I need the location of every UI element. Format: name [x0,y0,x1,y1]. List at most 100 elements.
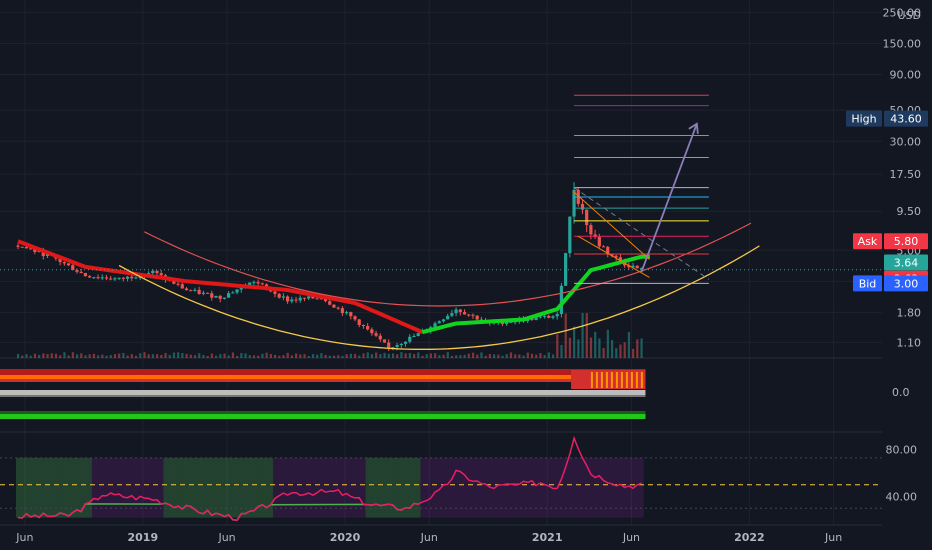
candle-body [399,343,403,346]
volume-bar [328,355,331,358]
oscillator-zone [306,457,311,518]
volume-bar [122,352,125,358]
candle-body [572,189,576,217]
candle-body [601,246,606,248]
oscillator-zone [294,457,299,518]
candle-body [361,324,366,327]
candle-body [41,250,45,257]
oscillator-zone [458,457,463,518]
volume-bar [210,353,213,358]
ribbon-band [0,390,646,395]
price-tag-value-box [884,254,928,271]
price-tag-label: Ask [858,235,878,248]
ribbon-bar [610,372,613,388]
oscillator-zone [243,457,248,518]
candle-body [155,270,159,274]
price-axis-label: 9.50 [897,205,922,218]
oscillator-zone [521,457,526,518]
candle-body [79,271,83,274]
volume-bar [396,354,399,358]
volume-bar [168,354,171,358]
candle-body [100,277,104,279]
oscillator-zone [96,457,101,518]
volume-bar [556,334,559,358]
main-pane[interactable] [0,94,882,358]
candle-body [20,246,24,248]
candle-body [130,276,134,279]
candle-body [189,290,193,292]
candle-body [286,296,290,302]
time-axis[interactable]: Jun 2019 Jun 2020 Jun 2021 Jun 2022 Jun [15,531,842,544]
oscillator-zone [374,457,379,518]
oscillator-zone [382,457,387,518]
oscillator-zone [222,457,227,518]
volume-bar [290,355,294,358]
candle-body [298,297,302,301]
candle-body [585,209,589,226]
oscillator-zone [62,457,67,518]
oscillator-zone [559,457,564,518]
oscillator-zone [53,457,59,518]
oscillator-zone [146,457,151,518]
candle-body [294,299,298,301]
volume-bar [345,354,348,358]
oscillator-zone [462,457,467,518]
candle-body [332,304,336,308]
candle-body [635,265,639,269]
oscillator-zone [386,457,391,518]
volume-bar [54,353,58,358]
volume-bar [509,352,513,358]
volume-bar [236,355,239,358]
candle-body [606,246,610,254]
oscillator-zone [449,457,455,518]
oscillator-zone [437,457,442,518]
candle-body [180,284,184,289]
candle-body [109,278,113,280]
oscillator-zone [563,457,568,518]
oscillator-zone [133,457,139,518]
candle-body [547,315,551,318]
candle-body [134,277,138,279]
volume-bar [640,338,643,358]
ribbon-band [0,379,646,382]
volume-bar [547,352,550,358]
price-axis-label: 1.10 [897,336,922,349]
oscillator-zone [188,457,194,518]
oscillator-zone [584,457,589,518]
candle-body [450,313,454,316]
oscillator-zone [310,457,316,518]
oscillator-zone [513,457,518,518]
volume-bar [337,355,340,358]
volume-bar [514,354,517,358]
volume-bar [50,353,53,358]
oscillator-zone [445,457,450,518]
oscillator-pane[interactable] [0,435,882,521]
volume-bar [568,337,572,358]
ribbon-band [0,395,646,397]
oscillator-zone [24,457,29,518]
oscillator-zone [277,457,282,518]
candle-body [273,291,277,294]
ribbon-indicator-pane[interactable] [0,369,646,419]
volume-bar [564,313,567,358]
volume-bar [349,353,352,358]
oscillator-zone [272,457,278,518]
candle-body [205,292,210,294]
volume-bar [164,353,167,358]
volume-bar [244,353,247,358]
candle-body [315,298,319,300]
volume-bar [46,354,49,358]
oscillator-zone [639,457,644,518]
time-axis-label: Jun [420,531,438,544]
candle-body [16,245,20,247]
volume-bar [177,352,180,358]
volume-bar [467,353,470,358]
time-axis-label: Jun [824,531,842,544]
oscillator-zone [534,457,539,518]
projection-arrow [640,123,698,273]
oscillator-zone [403,457,408,518]
volume-bar [126,355,129,358]
candle-body [614,255,618,258]
candle-body [302,297,307,299]
